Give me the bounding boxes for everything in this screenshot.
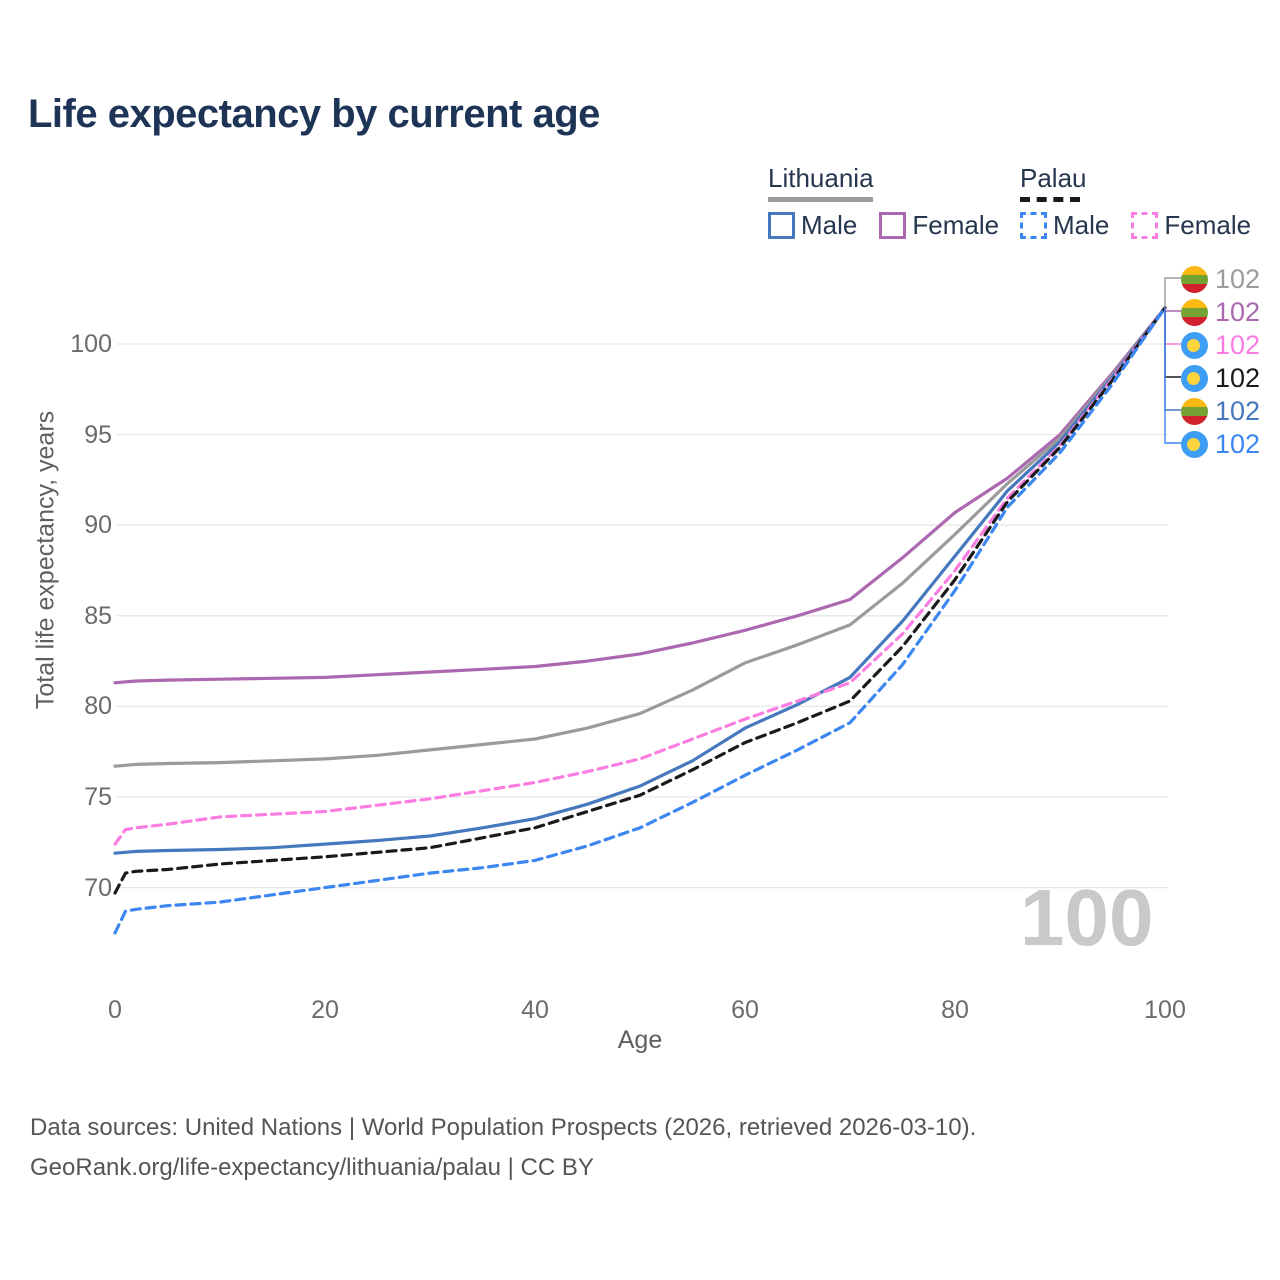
y-tick-label-80: 80: [84, 692, 112, 721]
y-tick-label-100: 100: [70, 330, 112, 358]
end-label-row-palau-male: 102: [1181, 429, 1260, 460]
y-tick-label-70: 70: [84, 873, 112, 902]
end-label-row-palau-female: 102: [1181, 330, 1260, 361]
flag-icon-palau: [1181, 365, 1208, 392]
leader-line-0: [1164, 277, 1181, 308]
palau-male-swatch: [1020, 212, 1047, 239]
end-label-row-lithuania-male: 102: [1181, 396, 1260, 427]
data-sources-footer: Data sources: United Nations | World Pop…: [30, 1108, 976, 1188]
leader-line-5: [1164, 307, 1181, 444]
lithuania-line-sample: [768, 197, 873, 202]
x-tick-label-60: 60: [731, 996, 759, 1024]
palau-female-swatch: [1131, 212, 1159, 239]
footer-line-2: GeoRank.org/life-expectancy/lithuania/pa…: [30, 1154, 594, 1181]
palau-line-sample: [1020, 197, 1080, 202]
legend-item-label: Male: [801, 210, 858, 240]
flag-icon-lithuania: [1181, 299, 1208, 326]
leader-line-3: [1164, 307, 1181, 378]
flag-icon-lithuania: [1181, 398, 1208, 425]
end-label-row-lithuania-both-sexes: 102: [1181, 264, 1260, 295]
leader-line-2: [1164, 307, 1181, 345]
legend-item-label: Male: [1053, 210, 1110, 240]
series-line-palau-both: [113, 306, 1167, 895]
end-label-row-lithuania-female: 102: [1181, 297, 1260, 328]
legend-group-palau: Palau Male Female: [1020, 163, 1251, 241]
legend-country-lithuania: Lithuania: [768, 163, 874, 193]
end-label-value: 102: [1215, 396, 1261, 426]
series-line-lithuania-male: [113, 306, 1167, 855]
series-line-palau-male: [113, 306, 1167, 935]
x-tick-label-100: 100: [1144, 996, 1186, 1024]
y-tick-label-85: 85: [84, 601, 112, 630]
legend-group-lithuania: Lithuania Male Female: [768, 163, 999, 241]
legend-item-label: Female: [1164, 210, 1252, 240]
end-label-row-palau-both-sexes: 102: [1181, 363, 1260, 394]
legend-country-palau: Palau: [1020, 163, 1087, 193]
page-title: Life expectancy by current age: [28, 92, 600, 136]
leader-line-4: [1164, 307, 1181, 411]
leader-line-1: [1164, 307, 1181, 312]
legend-item-lithuania-female[interactable]: Female: [879, 210, 999, 241]
y-tick-label-75: 75: [84, 783, 112, 811]
lithuania-male-swatch: [768, 212, 795, 239]
x-tick-label-80: 80: [941, 996, 969, 1024]
x-tick-label-20: 20: [311, 996, 339, 1024]
legend-item-palau-female[interactable]: Female: [1131, 210, 1251, 241]
flag-icon-lithuania: [1181, 266, 1208, 293]
end-label-value: 102: [1215, 363, 1261, 393]
x-tick-label-40: 40: [521, 996, 549, 1024]
end-label-value: 102: [1215, 429, 1261, 459]
series-line-palau-female: [113, 306, 1167, 846]
lithuania-female-swatch: [879, 212, 907, 239]
flag-icon-palau: [1181, 431, 1208, 458]
y-tick-label-95: 95: [84, 420, 112, 449]
series-line-lithuania-both: [113, 306, 1167, 768]
end-label-value: 102: [1215, 264, 1261, 294]
legend-item-palau-male[interactable]: Male: [1020, 210, 1109, 241]
y-axis-title: Total life expectancy, years: [31, 410, 60, 710]
legend-item-label: Female: [912, 210, 1000, 240]
legend-item-lithuania-male[interactable]: Male: [768, 210, 857, 241]
end-label-value: 102: [1215, 297, 1261, 327]
y-tick-label-90: 90: [84, 511, 112, 540]
end-label-value: 102: [1215, 330, 1261, 360]
flag-icon-palau: [1181, 332, 1208, 359]
x-tick-label-0: 0: [108, 996, 122, 1024]
footer-line-1: Data sources: United Nations | World Pop…: [30, 1114, 977, 1141]
x-axis-title: Age: [617, 1026, 663, 1054]
series-line-lithuania-female: [113, 306, 1167, 685]
